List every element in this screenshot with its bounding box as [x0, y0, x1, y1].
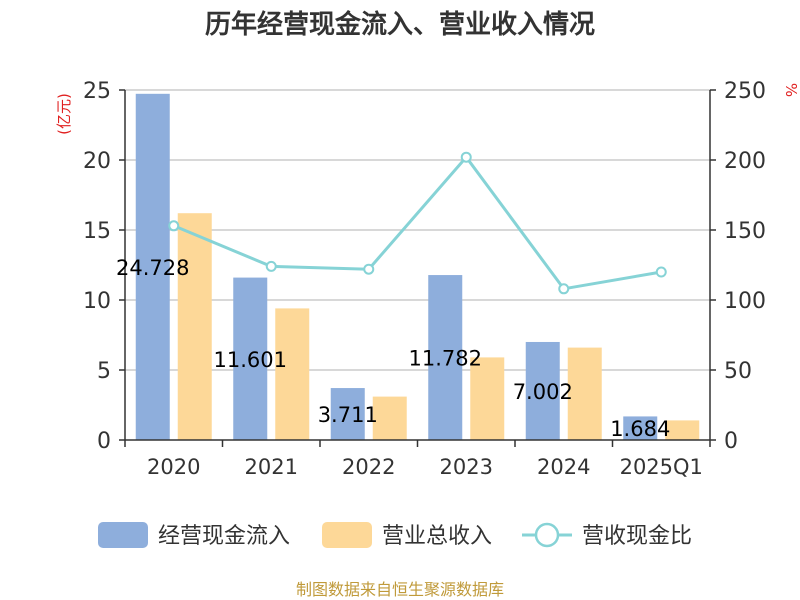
cash-inflow-bar — [233, 277, 268, 440]
chart-title: 历年经营现金流入、营业收入情况 — [205, 9, 595, 40]
right-tick-label: 0 — [724, 429, 738, 454]
left-tick-label: 25 — [83, 79, 111, 104]
ratio-point — [168, 220, 180, 232]
ratio-point — [655, 266, 667, 278]
right-tick-label: 200 — [724, 149, 766, 174]
data-labels: 24.728 11.601 3.711 11.782 7.002 1.684 — [116, 256, 670, 441]
revenue-bar — [177, 213, 212, 440]
legend-ratio[interactable]: 营收现金比 — [522, 522, 692, 549]
revenue-bar — [665, 420, 700, 440]
revenue-bar — [372, 396, 407, 440]
category-label: 2023 — [440, 455, 493, 479]
left-tick-label: 20 — [83, 149, 111, 174]
category-label: 2021 — [245, 455, 298, 479]
left-tick-label: 0 — [97, 429, 111, 454]
category-label: 2024 — [537, 455, 590, 479]
category-label: 2020 — [147, 455, 200, 479]
legend-swatch — [98, 522, 148, 548]
ratio-line — [168, 151, 667, 295]
right-tick-label: 150 — [724, 219, 766, 244]
bars — [135, 93, 700, 441]
cash-inflow-data-label: 1.684 — [610, 417, 670, 441]
legend-cash-inflow[interactable]: 经营现金流入 — [98, 522, 290, 549]
left-tick-label: 5 — [97, 359, 111, 384]
ratio-point — [363, 263, 375, 275]
legend[interactable]: 经营现金流入 营业总收入 营收现金比 — [98, 522, 692, 549]
left-axis-unit: (亿元) — [55, 93, 73, 135]
right-axis-unit: % — [782, 83, 800, 97]
cash-inflow-data-label: 24.728 — [116, 256, 189, 280]
revenue-bar — [470, 357, 505, 440]
legend-revenue[interactable]: 营业总收入 — [322, 522, 492, 549]
legend-marker — [534, 522, 560, 548]
legend-label: 经营现金流入 — [158, 524, 290, 549]
right-tick-label: 50 — [724, 359, 752, 384]
ratio-point — [460, 151, 472, 163]
cash-inflow-bar — [135, 93, 170, 441]
revenue-bar — [275, 308, 310, 440]
category-label: 2025Q1 — [620, 455, 703, 479]
cash-inflow-bar — [428, 275, 463, 440]
left-tick-label: 10 — [83, 289, 111, 314]
ratio-point — [558, 283, 570, 295]
cash-inflow-bar — [330, 388, 365, 440]
cash-inflow-data-label: 7.002 — [513, 380, 573, 404]
cash-inflow-bar — [623, 416, 658, 440]
grid-lines — [125, 89, 710, 371]
legend-swatch — [322, 522, 372, 548]
cash-inflow-bar — [525, 341, 560, 440]
left-tick-label: 15 — [83, 219, 111, 244]
cash-inflow-data-label: 11.782 — [409, 347, 482, 371]
category-label: 2022 — [342, 455, 395, 479]
legend-label: 营业总收入 — [382, 524, 492, 549]
source-note: 制图数据来自恒生聚源数据库 — [296, 580, 504, 599]
ratio-point — [265, 260, 277, 272]
right-tick-label: 100 — [724, 289, 766, 314]
cash-inflow-data-label: 3.711 — [318, 403, 378, 427]
ratio-line-path — [173, 154, 662, 291]
right-tick-label: 250 — [724, 79, 766, 104]
revenue-bar — [567, 347, 602, 440]
legend-label: 营收现金比 — [582, 524, 692, 549]
cash-inflow-data-label: 11.601 — [214, 348, 287, 372]
